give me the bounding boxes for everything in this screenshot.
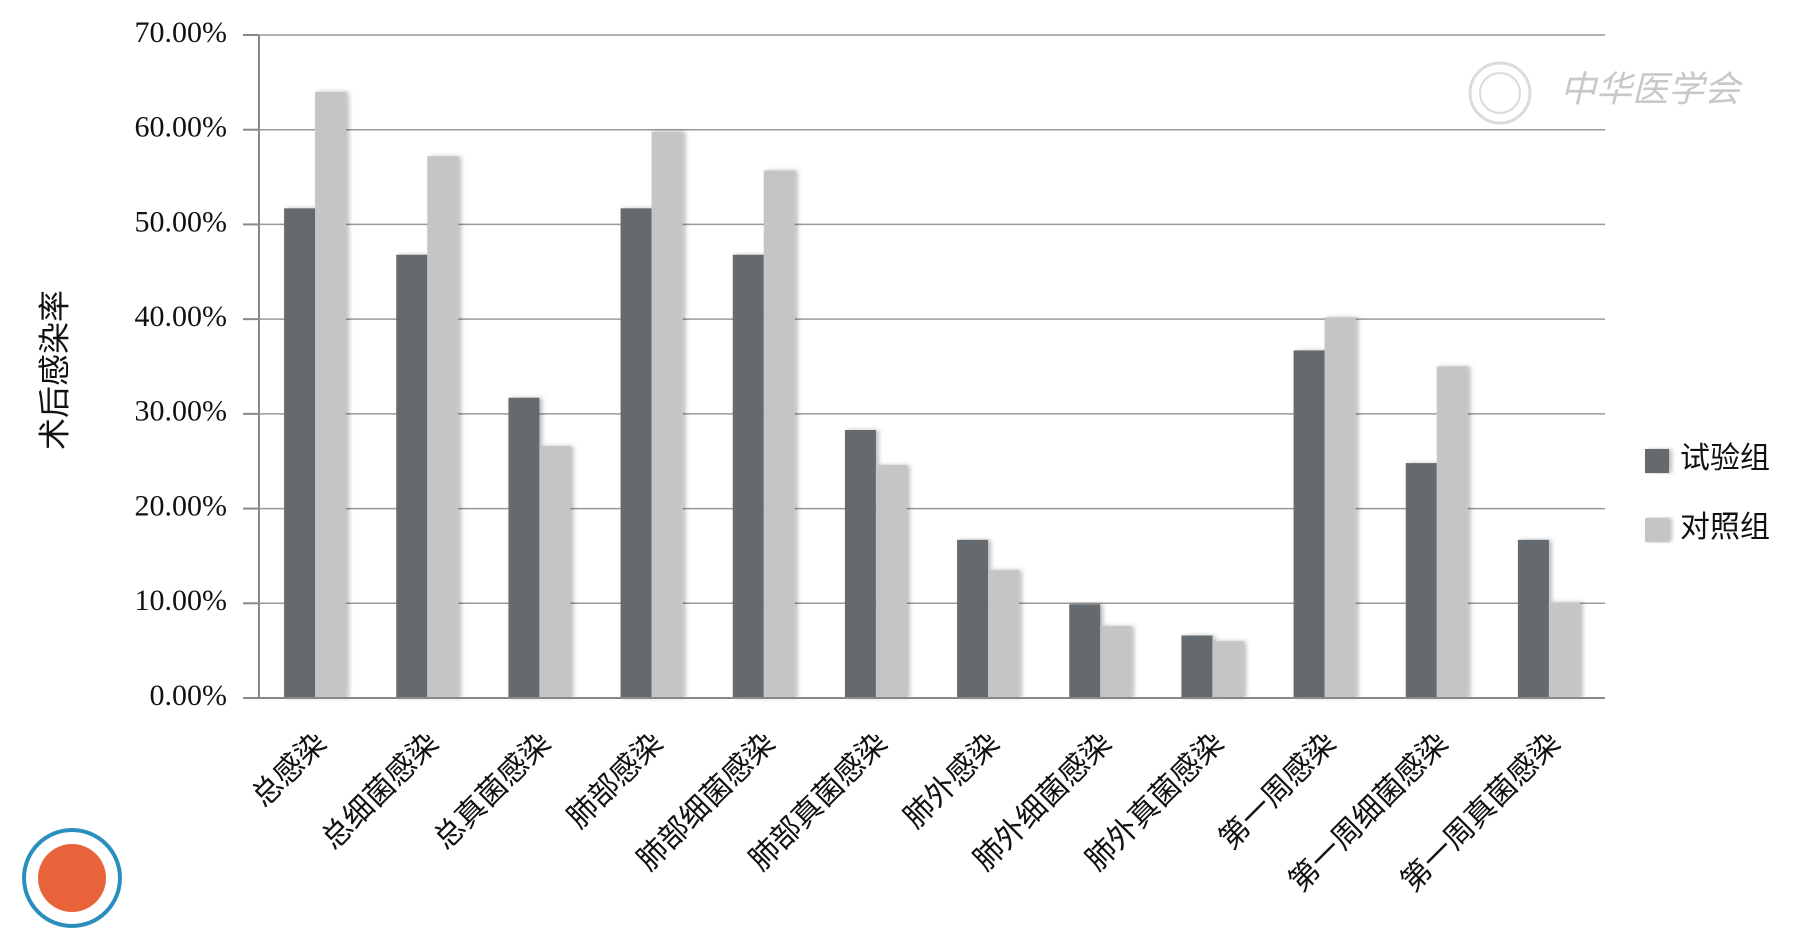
- bar: [1436, 366, 1468, 698]
- bar: [763, 170, 795, 699]
- y-tick-label: 60.00%: [135, 111, 228, 144]
- x-tick-label: 总真菌感染: [428, 726, 557, 855]
- bar: [1100, 626, 1132, 698]
- x-tick-label: 肺部感染: [561, 726, 669, 834]
- footer-logo: [22, 828, 122, 928]
- legend-swatch: [1645, 449, 1669, 473]
- bar: [844, 429, 876, 698]
- bar: [1069, 604, 1101, 698]
- y-tick-label: 20.00%: [135, 489, 228, 522]
- bar: [732, 254, 764, 699]
- y-tick-label: 30.00%: [135, 395, 228, 428]
- bar: [1324, 317, 1356, 698]
- y-tick-label: 50.00%: [135, 205, 228, 238]
- x-tick-label: 肺外感染: [898, 726, 1006, 834]
- y-axis-title: 术后感染率: [36, 290, 72, 450]
- bar: [539, 446, 571, 698]
- legend-swatch: [1645, 518, 1669, 542]
- bar: [508, 397, 540, 698]
- x-tick-label: 总细菌感染: [316, 726, 445, 855]
- bar: [1293, 350, 1325, 698]
- watermark-logo: [1468, 61, 1532, 125]
- bar: [1548, 602, 1580, 698]
- bar: [427, 156, 459, 699]
- y-tick-label: 70.00%: [135, 16, 228, 49]
- bar: [284, 208, 316, 698]
- x-tick-label: 总感染: [246, 726, 333, 813]
- bar: [1517, 539, 1549, 698]
- bar: [1181, 635, 1213, 698]
- y-tick-label: 0.00%: [150, 679, 228, 712]
- legend-label: 试验组: [1680, 442, 1770, 475]
- bar: [875, 465, 907, 698]
- y-tick-label: 40.00%: [135, 300, 228, 333]
- bar: [315, 91, 347, 699]
- watermark: 中华医学会: [1560, 69, 1744, 109]
- bar: [988, 570, 1020, 698]
- legend-label: 对照组: [1680, 511, 1770, 544]
- bar: [651, 131, 683, 698]
- bar: [1405, 463, 1437, 698]
- bar: [957, 539, 989, 698]
- bar: [396, 254, 428, 699]
- y-tick-label: 10.00%: [135, 584, 228, 617]
- bar: [1212, 641, 1244, 698]
- bar: [620, 208, 652, 698]
